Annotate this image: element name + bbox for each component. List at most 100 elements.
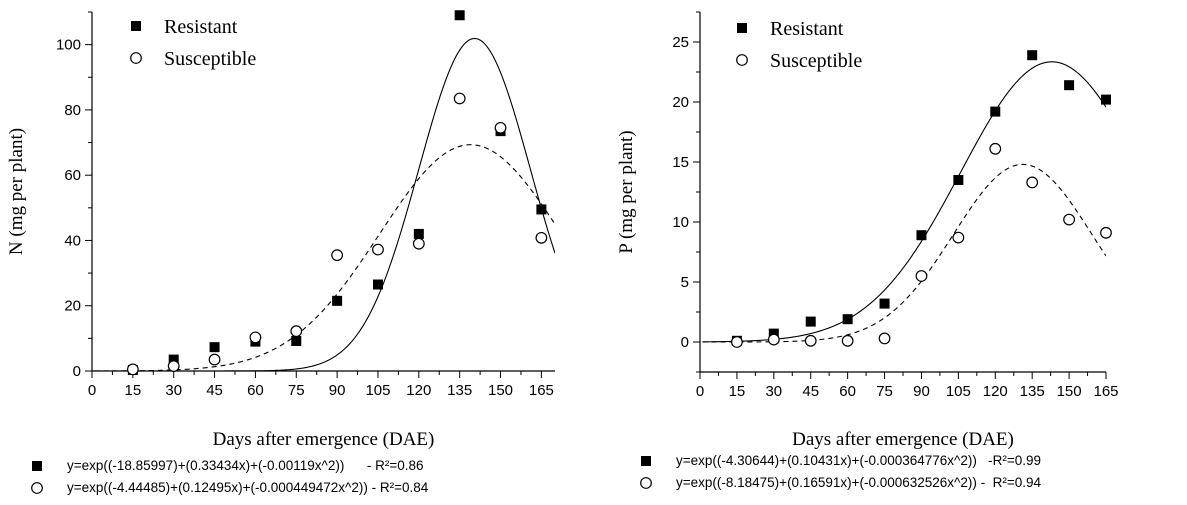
x-tick-label: 15 xyxy=(729,383,746,400)
data-point-resistant xyxy=(413,228,424,239)
x-tick-label: 0 xyxy=(696,383,704,400)
x-tick-label: 60 xyxy=(247,382,264,399)
data-point-susceptible xyxy=(804,334,817,347)
y-tick-label: 60 xyxy=(64,167,81,184)
legend-marker-susceptible xyxy=(130,52,142,64)
data-point-susceptible xyxy=(208,353,221,366)
legend-marker-susceptible xyxy=(736,54,748,66)
legend-label-resistant: Resistant xyxy=(770,18,844,40)
data-point-susceptible xyxy=(878,332,891,345)
y-tick-label: 100 xyxy=(56,37,81,54)
x-tick-label: 45 xyxy=(206,382,223,399)
data-point-susceptible xyxy=(952,231,965,244)
data-point-susceptible xyxy=(126,363,139,376)
y-tick-label: 0 xyxy=(681,334,689,351)
data-point-resistant xyxy=(953,175,964,185)
data-point-resistant xyxy=(990,106,1001,117)
legend-marker-resistant xyxy=(737,23,747,33)
data-point-resistant xyxy=(1101,94,1111,105)
x-tick-label: 90 xyxy=(329,382,346,399)
fit-equation: y=exp((-8.18475)+(0.16591x)+(-0.00063252… xyxy=(676,475,1042,490)
x-tick-label: 60 xyxy=(839,383,856,400)
data-point-susceptible xyxy=(841,334,854,347)
data-point-susceptible xyxy=(989,142,1002,155)
legend-label-susceptible: Susceptible xyxy=(770,50,862,72)
y-tick-label: 40 xyxy=(64,232,81,249)
y-axis-label: P (mg per plant) xyxy=(616,130,637,253)
x-tick-label: 15 xyxy=(125,382,142,399)
data-point-susceptible xyxy=(372,243,384,256)
x-tick-label: 30 xyxy=(765,383,782,400)
x-tick-label: 150 xyxy=(1057,383,1082,400)
fit-curve-susceptible xyxy=(702,163,1106,343)
x-tick-label: 75 xyxy=(876,383,893,400)
y-tick-label: 0 xyxy=(73,363,81,380)
data-point-resistant xyxy=(842,314,853,325)
y-tick-label: 25 xyxy=(672,34,689,51)
data-point-susceptible xyxy=(1100,226,1112,239)
data-point-susceptible xyxy=(290,325,303,338)
data-point-resistant xyxy=(805,316,816,327)
data-point-susceptible xyxy=(453,92,466,105)
data-point-resistant xyxy=(536,204,547,215)
x-tick-label: 30 xyxy=(165,382,182,399)
fit-equation: y=exp((-4.30644)+(0.10431x)+(-0.00036477… xyxy=(676,453,1041,468)
fit-curve-susceptible xyxy=(94,144,555,371)
y-tick-label: 20 xyxy=(672,94,689,111)
data-point-susceptible xyxy=(767,333,780,346)
equation-marker xyxy=(641,456,651,466)
x-tick-label: 150 xyxy=(488,382,513,399)
data-point-susceptible xyxy=(731,336,743,348)
x-tick-label: 135 xyxy=(1020,383,1045,400)
x-tick-label: 0 xyxy=(88,382,96,399)
x-tick-label: 105 xyxy=(946,383,971,400)
x-axis-label: Days after emergence (DAE) xyxy=(792,429,1014,450)
y-tick-label: 20 xyxy=(64,298,81,315)
data-point-resistant xyxy=(1027,50,1038,61)
data-point-susceptible xyxy=(1026,176,1039,189)
legend-label-susceptible: Susceptible xyxy=(164,48,256,70)
data-point-resistant xyxy=(291,335,302,346)
data-point-resistant xyxy=(372,279,383,290)
data-point-susceptible xyxy=(412,237,425,250)
equation-marker xyxy=(32,461,42,471)
x-tick-label: 105 xyxy=(365,382,390,399)
x-tick-label: 165 xyxy=(529,382,554,399)
data-point-susceptible xyxy=(167,360,180,373)
data-point-susceptible xyxy=(1063,213,1075,226)
data-point-resistant xyxy=(209,342,220,353)
data-point-resistant xyxy=(879,298,890,309)
data-point-resistant xyxy=(1064,80,1075,91)
data-point-resistant xyxy=(454,10,465,21)
data-point-susceptible xyxy=(535,231,548,244)
x-tick-label: 90 xyxy=(913,383,930,400)
y-tick-label: 15 xyxy=(672,154,689,171)
x-tick-label: 135 xyxy=(447,382,472,399)
y-tick-label: 5 xyxy=(681,274,689,291)
data-point-resistant xyxy=(332,295,343,306)
y-tick-label: 10 xyxy=(672,214,689,231)
fit-equation: y=exp((-18.85997)+(0.33434x)+(-0.00119x^… xyxy=(67,458,424,473)
x-tick-label: 120 xyxy=(406,382,431,399)
x-tick-label: 45 xyxy=(802,383,819,400)
fit-curve-resistant xyxy=(702,61,1106,343)
fit-curve-resistant xyxy=(94,37,555,371)
fit-equation: y=exp((-4.44485)+(0.12495x)+(-0.00044947… xyxy=(67,480,429,495)
legend-marker-resistant xyxy=(131,21,141,31)
x-axis-label: Days after emergence (DAE) xyxy=(213,429,435,450)
data-point-susceptible xyxy=(331,249,344,262)
data-point-resistant xyxy=(168,354,179,365)
x-tick-label: 75 xyxy=(288,382,305,399)
x-tick-label: 165 xyxy=(1093,383,1118,400)
y-axis-label: N (mg per plant) xyxy=(6,128,27,255)
equation-marker xyxy=(640,477,652,489)
legend-label-resistant: Resistant xyxy=(164,16,238,38)
data-point-susceptible xyxy=(249,331,262,344)
y-tick-label: 80 xyxy=(64,102,81,119)
data-point-susceptible xyxy=(915,270,928,282)
equation-marker xyxy=(31,482,43,494)
p-uptake-chart: 0 15 30 45 60 75 90 105 120 135 150 165 0 5 10 15 20 25 Da… xyxy=(616,11,1119,490)
data-point-susceptible xyxy=(494,121,507,134)
n-uptake-chart: 0 15 30 45 60 75 90 105 120 135 150 165 0 20 40 60 80 100… xyxy=(6,10,555,495)
